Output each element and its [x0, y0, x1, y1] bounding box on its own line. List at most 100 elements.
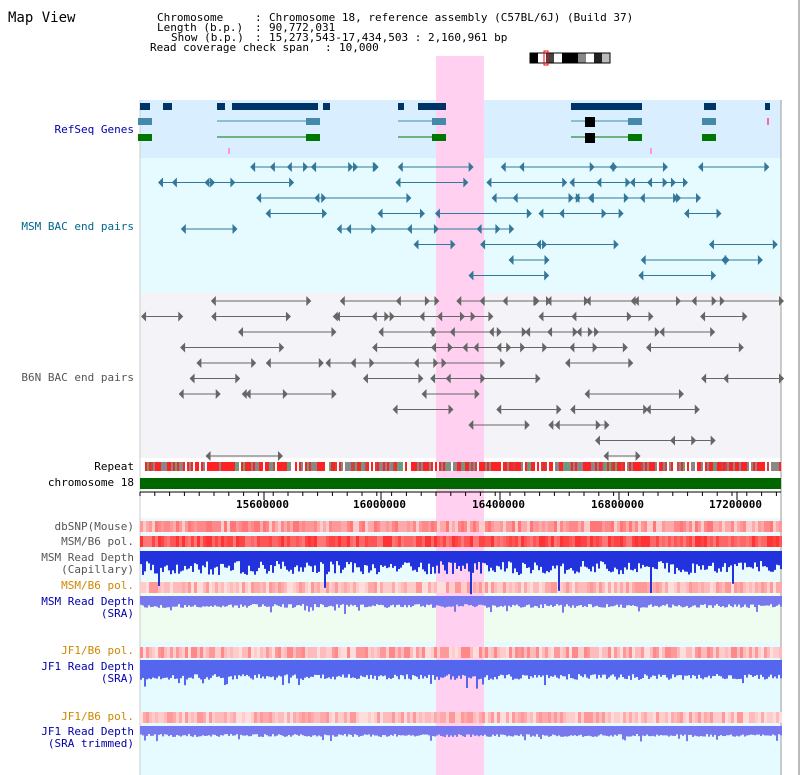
msm-capillary-depth [426, 551, 428, 575]
repeat-mark [425, 462, 427, 471]
msm-capillary-depth [194, 551, 196, 564]
jf1-trimmed-depth [492, 726, 494, 735]
msm-b6-pol-strip [746, 536, 749, 547]
msm-capillary-depth [248, 551, 250, 566]
msm-b6-pol-strip [260, 582, 263, 593]
msm-sra-depth [206, 596, 208, 607]
msm-b6-pol-strip [467, 582, 470, 593]
msm-capillary-depth [316, 551, 318, 573]
track-label-dbsnp[interactable]: dbSNP(Mouse) [54, 520, 134, 533]
jf1-sra-depth [190, 660, 192, 678]
jf1-b6-pol-strip [242, 712, 245, 723]
track-label-jf1-depth-trim-1[interactable]: JF1 Read Depth [41, 725, 134, 738]
msm-b6-pol-strip [203, 582, 206, 593]
jf1-b6-pol-strip [473, 647, 476, 658]
msm-b6-pol-strip [647, 582, 650, 593]
msm-capillary-depth [234, 551, 236, 563]
track-label-msm-b6-pol-1[interactable]: MSM/B6 pol. [61, 535, 134, 548]
repeat-mark [265, 462, 267, 471]
msm-b6-pol-strip [692, 582, 695, 593]
jf1-sra-depth [240, 660, 242, 677]
dbsnp-strip [557, 521, 560, 532]
track-label-chromosome[interactable]: chromosome 18 [47, 476, 134, 489]
jf1-b6-pol-strip [758, 647, 761, 658]
jf1-sra-depth [686, 660, 688, 676]
repeat-mark [517, 462, 519, 471]
dbsnp-strip [566, 521, 569, 532]
repeat-mark [175, 462, 177, 471]
msm-b6-pol-strip [347, 536, 350, 547]
b6n-bac-end-pair [628, 358, 634, 368]
msm-capillary-depth [706, 551, 708, 570]
dbsnp-strip [482, 521, 485, 532]
msm-b6-pol-strip [773, 582, 776, 593]
msm-bac-end-pair [289, 177, 295, 188]
track-label-refseq-genes[interactable]: RefSeq Genes [54, 123, 134, 136]
msm-bac-end-pair [397, 162, 403, 172]
msm-capillary-depth [718, 551, 720, 569]
track-label-msm-depth-sra-1[interactable]: MSM Read Depth [41, 595, 134, 608]
track-label-jf1-b6-pol-1[interactable]: JF1/B6 pol. [61, 644, 134, 657]
jf1-b6-pol-strip [257, 647, 260, 658]
msm-capillary-depth [268, 551, 270, 572]
msm-capillary-depth [394, 551, 396, 566]
msm-sra-depth [350, 596, 352, 605]
jf1-sra-depth [176, 660, 178, 679]
msm-b6-pol-strip [542, 582, 545, 593]
msm-capillary-depth [304, 551, 306, 568]
jf1-sra-depth [496, 660, 498, 680]
jf1-sra-depth [172, 660, 174, 676]
msm-b6-pol-strip [476, 582, 479, 593]
refseq-exon [585, 133, 595, 143]
track-label-msm-depth-capillary-1[interactable]: MSM Read Depth [41, 551, 134, 564]
msm-capillary-depth [390, 551, 392, 565]
track-label-msm-b6-pol-2[interactable]: MSM/B6 pol. [61, 579, 134, 592]
track-label-repeat[interactable]: Repeat [94, 460, 134, 473]
msm-capillary-depth [308, 551, 310, 566]
refseq-gene [232, 103, 318, 110]
msm-sra-depth [396, 596, 398, 605]
jf1-sra-depth [300, 660, 302, 679]
msm-b6-pol-strip [269, 582, 272, 593]
repeat-mark [157, 462, 159, 471]
msm-capillary-depth [602, 551, 604, 562]
jf1-trimmed-depth [320, 726, 322, 737]
b6n-bac-end-pair [565, 358, 571, 368]
dbsnp-strip [473, 521, 476, 532]
jf1-sra-depth [544, 660, 546, 686]
dbsnp-strip [596, 521, 599, 532]
repeat-mark [201, 462, 203, 471]
jf1-trimmed-depth [770, 726, 772, 736]
jf1-b6-pol-strip [503, 712, 506, 723]
repeat-mark [351, 462, 353, 471]
jf1-b6-pol-strip [206, 647, 209, 658]
track-label-msm-bac[interactable]: MSM BAC end pairs [21, 220, 134, 233]
msm-b6-pol-strip [158, 536, 161, 547]
jf1-sra-depth [752, 660, 754, 677]
jf1-b6-pol-strip [146, 712, 149, 723]
jf1-b6-pol-strip [230, 712, 233, 723]
msm-sra-depth [596, 596, 598, 606]
jf1-trimmed-depth [258, 726, 260, 737]
b6n-bac-end-pair [569, 342, 575, 353]
jf1-trimmed-depth [554, 726, 556, 736]
jf1-b6-pol-strip [647, 712, 650, 723]
msm-b6-pol-strip [179, 582, 182, 593]
track-label-jf1-b6-pol-2[interactable]: JF1/B6 pol. [61, 710, 134, 723]
jf1-trimmed-depth [488, 726, 490, 737]
jf1-b6-pol-strip [557, 647, 560, 658]
msm-sra-depth [768, 596, 770, 606]
jf1-b6-pol-strip [392, 712, 395, 723]
msm-capillary-depth [684, 551, 686, 572]
track-label-b6n-bac[interactable]: B6N BAC end pairs [21, 371, 134, 384]
dbsnp-strip [599, 521, 602, 532]
jf1-b6-pol-strip [284, 647, 287, 658]
msm-bac-end-pair [286, 162, 292, 172]
jf1-b6-pol-strip [203, 712, 206, 723]
msm-bac-end-pair [486, 177, 492, 188]
jf1-b6-pol-strip [233, 647, 236, 658]
jf1-sra-depth [772, 660, 774, 679]
repeat-mark [663, 462, 665, 471]
track-label-jf1-depth-sra-1[interactable]: JF1 Read Depth [41, 660, 134, 673]
